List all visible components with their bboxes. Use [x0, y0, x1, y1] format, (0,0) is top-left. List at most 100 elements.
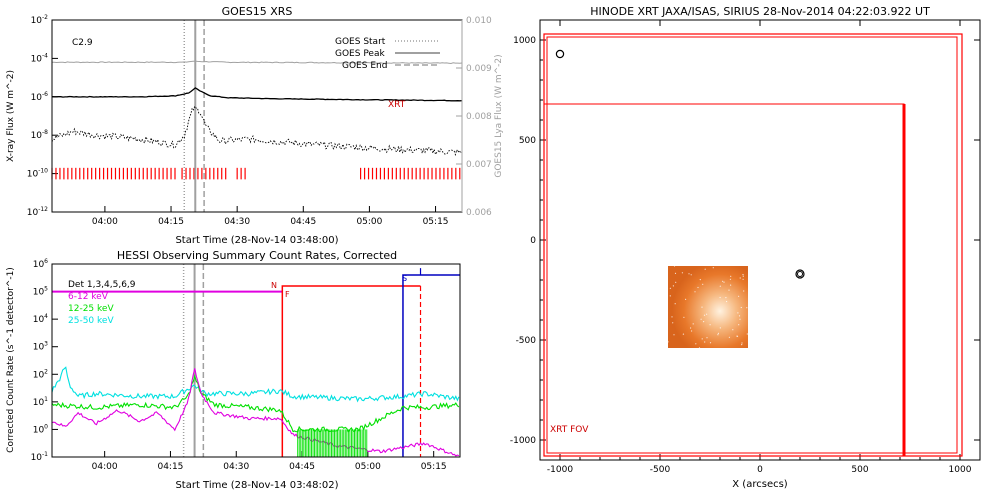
- goes-xtick-label: 04:15: [158, 217, 184, 227]
- xrt-image-speckle: [694, 291, 696, 293]
- xrt-fov-outer-2: [546, 36, 958, 454]
- xrt-image-speckle: [732, 329, 734, 331]
- xrt-image-speckle: [740, 306, 742, 309]
- goes-ytick-right-label: 0.006: [466, 208, 492, 218]
- xrt-image-speckle: [738, 324, 740, 326]
- xrt-ytick-label: 500: [519, 136, 536, 146]
- goes-class-label: C2.9: [72, 38, 93, 48]
- xrt-image-speckle: [685, 298, 687, 300]
- xrt-image-speckle: [673, 334, 675, 336]
- goes-title: GOES15 XRS: [222, 5, 293, 18]
- xrt-image-speckle: [719, 285, 721, 287]
- hessi-series-6-12: [51, 368, 460, 457]
- xrt-image-speckle: [728, 336, 731, 338]
- xrt-image-speckle: [706, 337, 708, 339]
- xrt-image-speckle: [709, 342, 712, 344]
- xrt-image-speckle: [674, 272, 677, 274]
- xrt-solar-image: [668, 266, 748, 348]
- xrt-image-speckle: [667, 341, 669, 343]
- hessi-xtick-label: 04:15: [157, 462, 183, 472]
- hessi-ytick-label: 102: [33, 368, 48, 380]
- hessi-plot-frame: [51, 263, 461, 458]
- goes-ytick-label: 10-12: [27, 206, 48, 218]
- hessi-legend: Det 1,3,4,5,6,9 6-12 keV 12-25 keV 25-50…: [68, 280, 136, 326]
- goes-xtick-label: 05:00: [356, 217, 382, 227]
- hessi-saa-box: [402, 274, 460, 457]
- xrt-image-speckle: [737, 312, 739, 314]
- hessi-xlabel: Start Time (28-Nov-14 03:48:02): [175, 480, 338, 491]
- goes-ylabel-right: GOES15 Lya Flux (W m^-2): [494, 54, 504, 177]
- xrt-image-speckle: [672, 322, 674, 324]
- xrt-image-speckle: [688, 273, 690, 275]
- hessi-ylabel: Corrected Count Rate (s^-1 detector^-1): [6, 267, 16, 453]
- xrt-image-speckle: [681, 272, 684, 274]
- xrt-image-speckle: [739, 318, 741, 320]
- xrt-image-speckle: [700, 318, 702, 320]
- goes-ytick-right-label: 0.010: [466, 16, 492, 26]
- goes-ytick-right-label: 0.009: [466, 64, 492, 74]
- goes-xtick-label: 05:15: [423, 217, 449, 227]
- xrt-contour: [555, 49, 565, 59]
- hessi-panel: HESSI Observing Summary Count Rates, Cor…: [6, 249, 461, 491]
- goes-ytick-right-label: 0.008: [466, 112, 492, 122]
- hessi-title: HESSI Observing Summary Count Rates, Cor…: [117, 249, 397, 262]
- xrt-image-speckle: [730, 284, 732, 286]
- xrt-image-speckle: [690, 327, 692, 329]
- xrt-image-speckle: [692, 323, 694, 325]
- xrt-image-speckle: [699, 279, 701, 281]
- hessi-ytick-label: 100: [33, 423, 48, 435]
- hessi-flare-box: [281, 285, 421, 457]
- hessi-ytick-label: 101: [33, 396, 48, 408]
- xrt-image-speckle: [728, 289, 730, 291]
- xrt-image-speckle: [741, 342, 743, 344]
- xrt-image-speckle: [742, 275, 744, 277]
- goes-legend-end: GOES End: [342, 61, 387, 71]
- goes-plot-frame: [51, 19, 463, 213]
- goes-legend: GOES Start GOES Peak GOES End: [335, 37, 440, 71]
- goes-legend-start: GOES Start: [335, 37, 386, 47]
- goes-ylabel: X-ray Flux (W m^-2): [6, 70, 16, 162]
- hessi-flag-flare: F: [285, 290, 290, 299]
- xrt-image-speckle: [739, 277, 741, 279]
- goes-ytick-label: 10-2: [31, 14, 49, 26]
- xrt-image-speckle: [742, 278, 744, 280]
- hessi-xtick-label: 05:15: [421, 462, 447, 472]
- xrt-image-speckle: [690, 274, 692, 276]
- xrt-image-speckle: [738, 315, 741, 317]
- goes-marks: 10-2 10-4 10-6 10-8 10-10 10-12 0.010 0.009 0.00…: [27, 14, 492, 227]
- goes-xtick-label: 04:30: [224, 217, 250, 227]
- xrt-image-speckle: [682, 333, 685, 335]
- xrt-image-speckle: [736, 335, 738, 337]
- hessi-ytick-label: 10-1: [31, 451, 49, 463]
- xrt-contour-inner: [797, 271, 803, 277]
- goes-ytick-label: 10-4: [31, 52, 49, 64]
- goes-short-series: [51, 105, 463, 157]
- hessi-ytick-label: 103: [33, 341, 48, 353]
- hessi-xtick-label: 04:00: [92, 462, 118, 472]
- xrt-ytick-label: -500: [516, 336, 537, 346]
- xrt-image-speckle: [703, 314, 706, 316]
- xrt-image-speckle: [742, 274, 744, 276]
- hessi-legend-25-50: 25-50 keV: [68, 316, 114, 326]
- goes-xrt-label: XRT: [388, 100, 406, 110]
- xrt-image-speckle: [726, 300, 728, 303]
- xrt-image-speckle: [746, 307, 748, 309]
- hessi-ytick-label: 105: [33, 286, 48, 298]
- goes-lya-series: [52, 60, 463, 65]
- xrt-xtick-label: -1000: [547, 465, 573, 475]
- xrt-image-speckle: [723, 281, 725, 283]
- goes-ytick-right-label: 0.007: [466, 160, 492, 170]
- xrt-image-speckle: [722, 280, 724, 282]
- xrt-image-speckle: [701, 338, 703, 340]
- hessi-ytick-label: 106: [33, 258, 48, 270]
- hessi-flag-night: N: [271, 281, 277, 290]
- xrt-image-speckle: [730, 275, 732, 277]
- xrt-xtick-label: 1000: [949, 465, 972, 475]
- hessi-flag-saa: S: [402, 274, 407, 283]
- hessi-xtick-label: 05:00: [355, 462, 381, 472]
- hessi-legend-6-12: 6-12 keV: [68, 292, 109, 302]
- xrt-ytick-label: 1000: [513, 36, 536, 46]
- xrt-image-speckle: [702, 283, 704, 285]
- xrt-image-speckle: [691, 330, 693, 332]
